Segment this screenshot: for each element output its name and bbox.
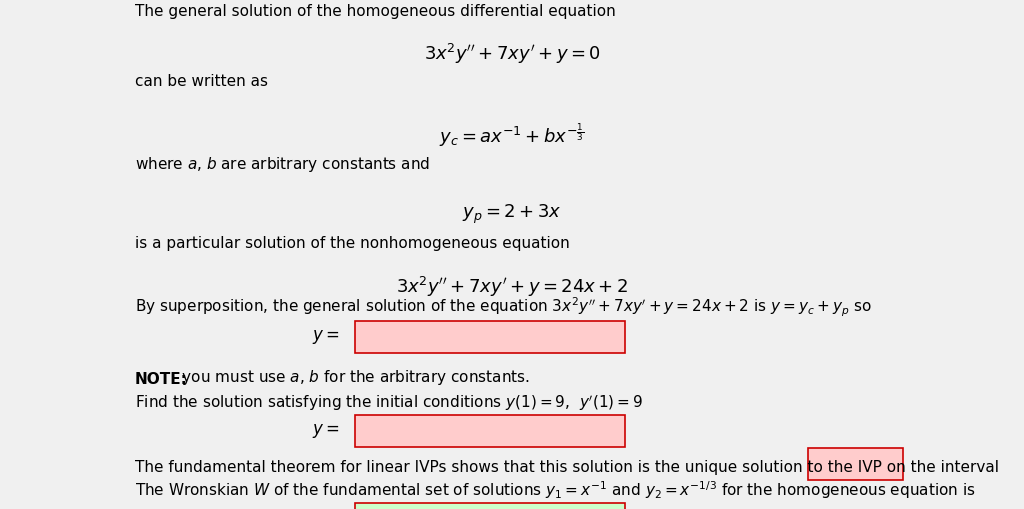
Text: you must use $a$, $b$ for the arbitrary constants.: you must use $a$, $b$ for the arbitrary … [177, 368, 529, 387]
Text: where $a$, $b$ are arbitrary constants and: where $a$, $b$ are arbitrary constants a… [135, 155, 430, 174]
Text: $y = $: $y = $ [312, 328, 340, 346]
Text: By superposition, the general solution of the equation $3x^2y'' + 7xy' + y = 24x: By superposition, the general solution o… [135, 296, 871, 319]
Text: The general solution of the homogeneous differential equation: The general solution of the homogeneous … [135, 4, 615, 19]
FancyBboxPatch shape [355, 503, 625, 509]
Text: NOTE:: NOTE: [135, 372, 187, 387]
Text: is a particular solution of the nonhomogeneous equation: is a particular solution of the nonhomog… [135, 236, 569, 251]
Text: Find the solution satisfying the initial conditions $y(1) = 9$,  $y'(1) = 9$: Find the solution satisfying the initial… [135, 393, 643, 413]
Text: can be written as: can be written as [135, 74, 268, 89]
Text: $3x^2y'' + 7xy' + y = 0$: $3x^2y'' + 7xy' + y = 0$ [424, 42, 600, 66]
Text: $y = $: $y = $ [312, 422, 340, 440]
FancyBboxPatch shape [355, 321, 625, 353]
FancyBboxPatch shape [808, 448, 903, 480]
Text: The Wronskian $W$ of the fundamental set of solutions $y_1 = x^{-1}$ and $y_2 = : The Wronskian $W$ of the fundamental set… [135, 479, 976, 501]
Text: $y_c = ax^{-1} + bx^{-\frac{1}{3}}$: $y_c = ax^{-1} + bx^{-\frac{1}{3}}$ [439, 121, 585, 149]
Text: The fundamental theorem for linear IVPs shows that this solution is the unique s: The fundamental theorem for linear IVPs … [135, 460, 999, 475]
FancyBboxPatch shape [355, 415, 625, 447]
Text: $y_p = 2 + 3x$: $y_p = 2 + 3x$ [462, 203, 562, 225]
Text: $3x^2y'' + 7xy' + y = 24x + 2$: $3x^2y'' + 7xy' + y = 24x + 2$ [396, 275, 628, 299]
